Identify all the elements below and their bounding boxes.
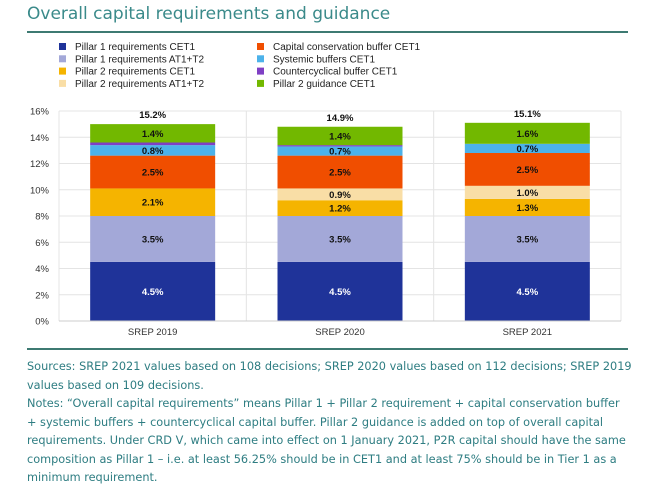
total-label: 15.2% xyxy=(139,110,166,121)
bar-segment xyxy=(90,124,216,143)
bar-segment xyxy=(90,261,216,321)
data-label: 3.5% xyxy=(517,234,539,245)
data-label: 3.5% xyxy=(329,234,351,245)
chart-title: Overall capital requirements and guidanc… xyxy=(27,4,391,24)
data-label: 2.1% xyxy=(142,198,164,209)
y-tick-label: 8% xyxy=(35,212,49,223)
sources-text: Sources: SREP 2021 values based on 108 d… xyxy=(27,360,632,392)
bar-segment xyxy=(464,143,590,153)
x-tick-label: SREP 2020 xyxy=(315,327,364,338)
bar-segment xyxy=(277,261,403,321)
legend-swatch xyxy=(59,79,66,87)
data-label: 1.6% xyxy=(517,129,539,140)
legend-swatch xyxy=(257,43,264,50)
bar-segment xyxy=(277,126,403,146)
legend-label: Pillar 2 guidance CET1 xyxy=(273,79,376,90)
data-label: 1.3% xyxy=(517,203,539,214)
data-label: 1.4% xyxy=(329,131,351,142)
y-tick-label: 2% xyxy=(35,290,49,301)
data-label: 4.5% xyxy=(142,287,164,298)
y-tick-label: 10% xyxy=(30,185,50,196)
bar-segment xyxy=(90,216,216,262)
legend-label: Capital conservation buffer CET1 xyxy=(273,42,421,53)
y-tick-label: 16% xyxy=(30,107,50,118)
y-tick-label: 12% xyxy=(30,159,50,170)
data-label: 0.8% xyxy=(142,146,164,157)
bar-segment xyxy=(277,146,403,156)
legend-swatch xyxy=(257,67,264,75)
total-label: 14.9% xyxy=(327,113,354,124)
y-tick-label: 14% xyxy=(30,133,50,144)
bar-segment xyxy=(464,198,590,216)
data-label: 0.7% xyxy=(517,144,539,155)
data-label: 1.2% xyxy=(329,204,351,215)
bar-segment xyxy=(277,188,403,201)
bar-segment xyxy=(277,216,403,262)
legend-swatch xyxy=(59,55,66,63)
bar-segment xyxy=(90,155,216,189)
data-label: 3.5% xyxy=(142,234,164,245)
legend-swatch xyxy=(257,79,264,87)
legend-swatch xyxy=(59,43,66,50)
data-label: 1.4% xyxy=(142,129,164,140)
legend-label: Countercyclical buffer CET1 xyxy=(273,67,398,78)
notes-text: Notes: “Overall capital requirements” me… xyxy=(27,397,626,484)
legend-label: Pillar 1 requirements AT1+T2 xyxy=(75,54,204,65)
data-label: 1.0% xyxy=(517,188,539,199)
data-label: 4.5% xyxy=(517,287,539,298)
legend-label: Pillar 2 requirements CET1 xyxy=(75,67,195,78)
notes-divider xyxy=(27,348,628,350)
bar-segment xyxy=(464,261,590,321)
total-label: 15.1% xyxy=(514,109,541,120)
bar-segment xyxy=(464,153,590,186)
legend-swatch xyxy=(59,67,66,75)
bar-segment xyxy=(277,155,403,189)
y-tick-label: 0% xyxy=(35,317,49,328)
x-tick-label: SREP 2021 xyxy=(503,327,552,338)
x-tick-label: SREP 2019 xyxy=(128,327,177,338)
bar-segment xyxy=(464,122,590,144)
bar-segment xyxy=(90,145,216,156)
legend-label: Systemic buffers CET1 xyxy=(273,54,376,65)
legend-label: Pillar 1 requirements CET1 xyxy=(75,42,195,53)
y-tick-label: 4% xyxy=(35,264,49,275)
title-divider xyxy=(27,31,628,33)
data-label: 2.5% xyxy=(142,168,164,179)
data-label: 0.9% xyxy=(329,190,351,201)
bar-segment xyxy=(464,216,590,262)
y-tick-label: 6% xyxy=(35,238,49,249)
bar-segment xyxy=(90,188,216,216)
bar-segment xyxy=(277,145,403,147)
legend-label: Pillar 2 requirements AT1+T2 xyxy=(75,79,204,90)
bar-segment xyxy=(277,200,403,216)
data-label: 0.7% xyxy=(329,147,351,158)
data-label: 2.5% xyxy=(329,168,351,179)
data-label: 4.5% xyxy=(329,287,351,298)
notes: Sources: SREP 2021 values based on 108 d… xyxy=(27,358,632,488)
bar-segment xyxy=(90,142,216,146)
legend-swatch xyxy=(257,55,264,63)
data-label: 2.5% xyxy=(517,165,539,176)
bar-segment xyxy=(464,185,590,199)
